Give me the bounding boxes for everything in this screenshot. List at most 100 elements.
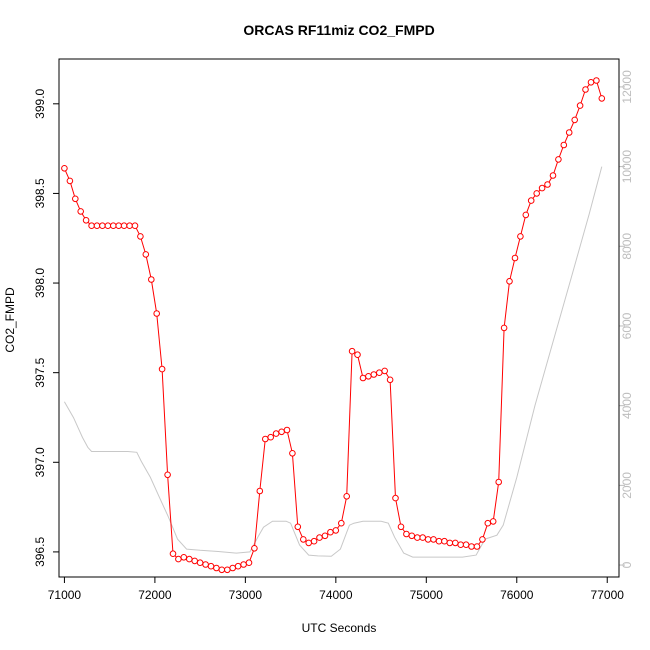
x-tick-label: 74000 [319, 588, 353, 602]
data-point [565, 129, 573, 136]
x-tick-label: 77000 [591, 588, 625, 602]
data-point [446, 539, 454, 547]
data-point [555, 156, 562, 163]
data-point [424, 536, 432, 543]
data-point [77, 208, 84, 215]
data-point [479, 536, 486, 543]
data-point [473, 543, 481, 550]
data-point [414, 534, 421, 541]
data-point [457, 541, 465, 549]
data-point [327, 528, 334, 536]
data-point [430, 536, 437, 543]
data-point [267, 433, 275, 441]
y2-tick-label: 12000 [620, 70, 634, 104]
y-tick-label: 398.0 [33, 268, 47, 298]
data-point [196, 559, 204, 567]
data-point [289, 450, 296, 457]
data-point [348, 347, 356, 355]
data-point [593, 77, 600, 84]
data-point [115, 222, 122, 229]
data-point [441, 537, 448, 545]
data-point [120, 222, 128, 229]
data-point [256, 487, 264, 495]
data-point [153, 310, 160, 317]
data-point [489, 518, 497, 525]
data-point [191, 557, 198, 565]
data-point [202, 561, 209, 568]
data-point [110, 222, 117, 229]
x-axis-label: UTC Seconds [302, 621, 377, 635]
data-point [158, 365, 166, 373]
data-point [582, 86, 589, 93]
y-tick-label: 398.5 [33, 178, 47, 208]
y-tick-label: 397.0 [33, 447, 47, 477]
series-line-right [63, 166, 603, 558]
data-point [93, 222, 101, 229]
data-point [245, 559, 253, 567]
data-point [300, 536, 307, 543]
data-point [511, 254, 519, 262]
data-point [332, 527, 340, 534]
data-point [522, 211, 530, 219]
y-tick-label: 396.5 [33, 537, 47, 567]
data-point [218, 566, 226, 574]
data-point [126, 222, 133, 229]
data-point [544, 181, 551, 188]
data-point [576, 102, 584, 109]
data-point [549, 172, 557, 179]
data-point [397, 523, 405, 531]
plot-frame [58, 58, 620, 578]
series-line-left [63, 79, 603, 571]
data-point [131, 222, 139, 229]
plot-area [61, 77, 606, 574]
data-point [359, 374, 367, 382]
y-tick-label: 399.0 [33, 88, 47, 118]
data-point [321, 532, 329, 540]
data-point [180, 554, 188, 561]
data-point [560, 141, 568, 149]
data-point [386, 376, 394, 384]
data-point [500, 324, 508, 332]
data-point [408, 532, 416, 540]
chart-title: ORCAS RF11miz CO2_FMPD [243, 22, 434, 38]
y2-tick-label: 2000 [620, 472, 634, 499]
x-tick-label: 71000 [48, 588, 82, 602]
data-point [175, 555, 182, 563]
y2-tick-label: 4000 [620, 392, 634, 419]
data-point [72, 195, 79, 203]
x-tick-label: 76000 [500, 588, 534, 602]
data-point [484, 519, 492, 527]
data-point [462, 541, 470, 549]
data-point [213, 564, 220, 572]
y2-tick-label: 8000 [620, 233, 634, 260]
data-point [468, 543, 475, 550]
data-point [370, 371, 378, 378]
x-tick-label: 75000 [410, 588, 444, 602]
x-tick-label: 72000 [138, 588, 172, 602]
data-point [403, 530, 410, 538]
x-tick-label: 73000 [229, 588, 263, 602]
data-point [598, 95, 606, 102]
data-point [305, 539, 313, 547]
data-point [527, 197, 535, 204]
data-point [224, 566, 231, 574]
y2-tick-label: 10000 [620, 150, 634, 184]
data-point [272, 430, 280, 437]
y-tick-label: 397.5 [33, 357, 47, 387]
data-point [82, 217, 90, 224]
data-point [240, 561, 247, 568]
data-point [137, 233, 144, 240]
axes: 71000 72000 73000 74000 75000 76000 77000 396.5… [33, 70, 634, 602]
data-point [452, 539, 459, 547]
y2-tick-label: 0 [620, 561, 634, 568]
data-point [506, 278, 513, 285]
data-point [376, 369, 383, 377]
data-point [142, 251, 150, 258]
y-axis-label: CO2_FMPD [3, 287, 17, 353]
data-point [229, 564, 236, 572]
data-point [234, 562, 242, 570]
data-point [164, 471, 171, 479]
data-point [88, 222, 95, 229]
data-point [61, 165, 68, 172]
